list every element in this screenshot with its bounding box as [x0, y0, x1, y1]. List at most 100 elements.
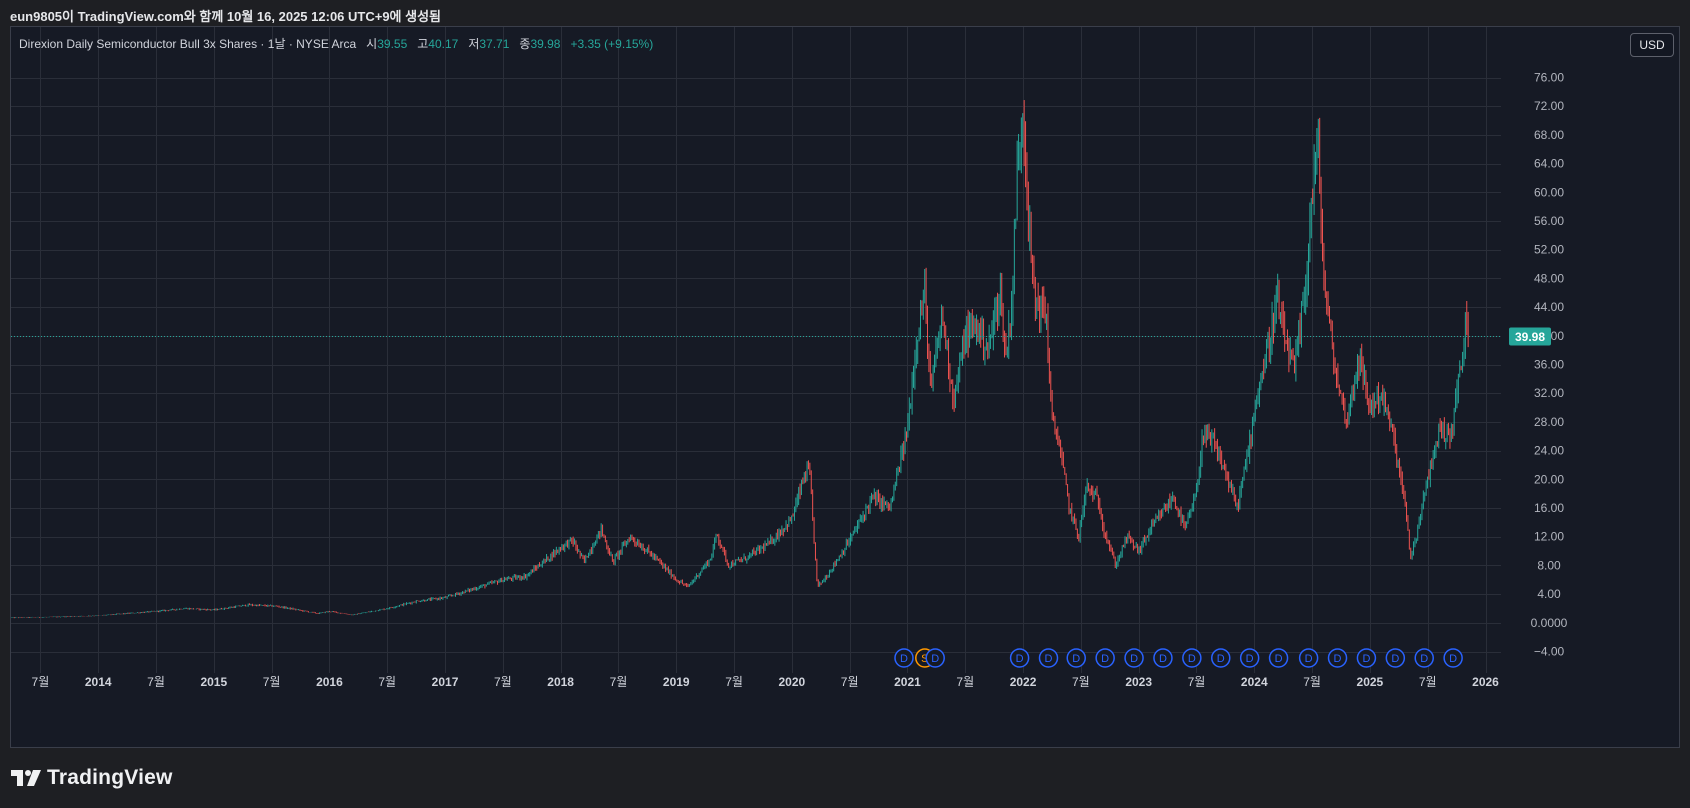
x-tick-label: 2021 — [894, 675, 921, 689]
x-tick-label: 7월 — [1072, 675, 1090, 689]
y-tick-label: 52.00 — [1534, 243, 1564, 257]
x-tick-label: 7월 — [378, 675, 396, 689]
tradingview-logo[interactable]: TradingView — [11, 766, 173, 790]
currency-button[interactable]: USD — [1630, 33, 1674, 57]
dividend-marker — [1385, 648, 1406, 668]
x-tick-label: 2026 — [1472, 675, 1499, 689]
dividend-marker-label: D — [1420, 653, 1428, 665]
x-tick-label: 7월 — [1188, 675, 1206, 689]
dividend-marker-label: D — [1045, 653, 1053, 665]
dividend-marker-label: D — [1072, 653, 1080, 665]
y-tick-label: 44.00 — [1534, 300, 1564, 314]
y-tick-label: 8.00 — [1537, 558, 1561, 572]
y-tick-label: 76.00 — [1534, 71, 1564, 85]
low-value: 37.71 — [479, 36, 510, 51]
chart-caption: eun9805이 TradingView.com와 함께 10월 16, 202… — [10, 9, 442, 24]
x-tick-label: 7월 — [1419, 675, 1437, 689]
dividend-marker — [1182, 648, 1202, 668]
dividend-marker-label: D — [931, 653, 939, 665]
dividend-marker — [1356, 648, 1377, 668]
y-tick-label: 0.0000 — [1531, 616, 1568, 630]
dividend-marker-label: D — [1246, 653, 1254, 665]
dividend-marker — [1153, 648, 1173, 668]
dividend-marker-label: D — [1188, 653, 1196, 665]
y-tick-label: 48.00 — [1534, 271, 1564, 285]
x-tick-label: 7월 — [1303, 675, 1321, 689]
y-tick-label: 20.00 — [1534, 472, 1564, 486]
y-tick-label: 32.00 — [1534, 386, 1564, 400]
dividend-marker — [1443, 648, 1463, 668]
y-tick-label: 64.00 — [1534, 157, 1564, 171]
symbol-description[interactable]: Direxion Daily Semiconductor Bull 3x Sha… — [19, 37, 357, 51]
dividend-marker-label: D — [900, 653, 908, 665]
dividend-marker — [1239, 648, 1260, 668]
dividend-marker — [1298, 648, 1319, 668]
dividend-marker — [1327, 648, 1348, 668]
x-tick-label: 2020 — [779, 675, 806, 689]
x-tick-label: 7월 — [841, 675, 859, 689]
y-tick-label: 24.00 — [1534, 444, 1564, 458]
x-tick-label: 2014 — [85, 675, 112, 689]
dividend-marker-label: D — [1449, 653, 1457, 665]
y-tick-label: 60.00 — [1534, 185, 1564, 199]
dividend-marker — [1066, 648, 1086, 668]
time-axis[interactable]: 7월 2014 7월 2015 7월 2016 7월 2017 7월 2018 7월 2019 7월 20… — [32, 675, 1500, 689]
x-tick-label: 2019 — [663, 675, 690, 689]
x-tick-label: 7월 — [610, 675, 628, 689]
dividend-marker — [1095, 648, 1115, 668]
last-price-tag: 39.98 — [1509, 327, 1551, 346]
dividend-marker-label: D — [1130, 653, 1138, 665]
dividend-marker — [1414, 648, 1434, 668]
open-value: 39.55 — [377, 36, 408, 51]
dividend-marker — [1268, 648, 1289, 668]
dividend-marker-label: D — [1391, 653, 1399, 665]
x-tick-label: 2023 — [1125, 675, 1152, 689]
dividend-marker — [925, 648, 945, 668]
x-tick-label: 2018 — [547, 675, 574, 689]
price-change: +3.35 (+9.15%) — [570, 36, 654, 51]
dividend-marker — [1038, 648, 1059, 668]
split-marker-label: S — [921, 653, 928, 665]
last-price-tag-bg — [1509, 327, 1551, 346]
dividend-marker-label: D — [1159, 653, 1167, 665]
dividend-marker-label: D — [1101, 653, 1109, 665]
x-tick-label: 7월 — [147, 675, 165, 689]
x-tick-label: 2016 — [316, 675, 343, 689]
dividend-marker-label: D — [1275, 653, 1283, 665]
low-label: 저 — [468, 37, 480, 51]
x-tick-label: 2015 — [200, 675, 227, 689]
y-tick-label: 36.00 — [1534, 358, 1564, 372]
dividend-marker-label: D — [1217, 653, 1225, 665]
dividend-marker-label: D — [1362, 653, 1370, 665]
dividend-marker — [1211, 648, 1231, 668]
y-tick-label: 72.00 — [1534, 99, 1564, 113]
high-value: 40.17 — [428, 36, 459, 51]
high-label: 고 — [417, 37, 429, 51]
x-tick-label: 7월 — [494, 675, 512, 689]
dividend-marker-label: D — [1016, 653, 1024, 665]
y-tick-label: 28.00 — [1534, 415, 1564, 429]
grid-lines — [11, 27, 1501, 673]
symbol-legend: Direxion Daily Semiconductor Bull 3x Sha… — [19, 35, 653, 52]
last-price-tag-label: 39.98 — [1515, 330, 1545, 344]
x-tick-label: 7월 — [263, 675, 281, 689]
x-tick-label: 2017 — [432, 675, 459, 689]
candlestick-series — [11, 100, 1469, 619]
y-tick-label: 16.00 — [1534, 501, 1564, 515]
x-tick-label: 7월 — [725, 675, 743, 689]
dividend-marker — [1009, 648, 1030, 668]
price-axis[interactable]: 76.00 72.00 68.00 64.00 60.00 56.00 52.00 48.00… — [1531, 71, 1568, 659]
close-value: 39.98 — [530, 36, 561, 51]
x-tick-label: 7월 — [32, 675, 50, 689]
y-tick-label: −4.00 — [1534, 645, 1565, 659]
close-label: 종 — [519, 37, 531, 51]
x-tick-label: 2022 — [1010, 675, 1037, 689]
y-tick-label: 56.00 — [1534, 214, 1564, 228]
y-tick-label: 4.00 — [1537, 587, 1561, 601]
x-tick-label: 2025 — [1357, 675, 1384, 689]
open-label: 시 — [366, 37, 378, 51]
x-tick-label: 7월 — [956, 675, 974, 689]
